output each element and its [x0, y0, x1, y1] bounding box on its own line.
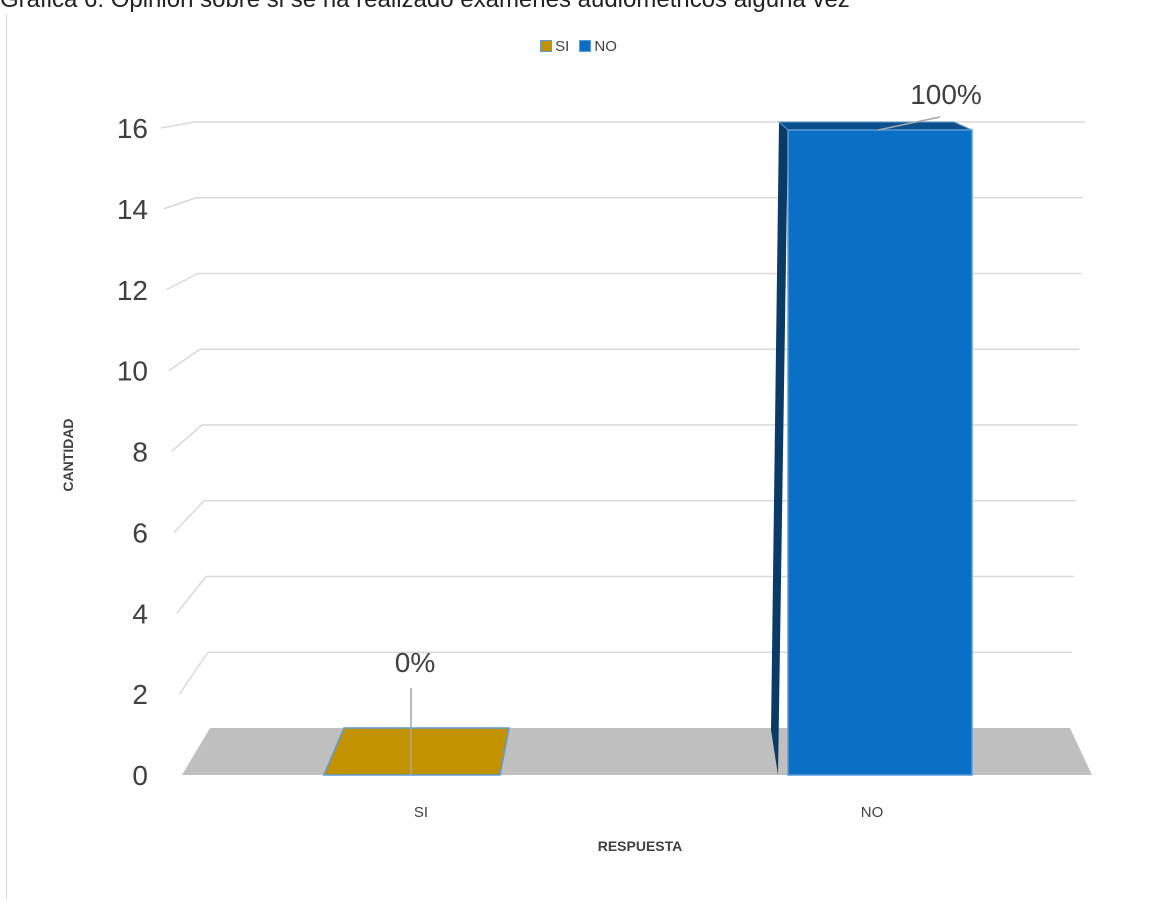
gridline-side — [178, 651, 209, 695]
bar-si — [322, 727, 510, 776]
gridline-side — [171, 424, 203, 453]
gridline-side — [163, 197, 197, 210]
legend-swatch-si — [540, 40, 553, 52]
chart-frame — [6, 14, 1152, 899]
bar-side-no — [771, 122, 788, 775]
y-tick-label: 8 — [132, 437, 148, 468]
leader-line-no — [877, 116, 941, 131]
y-tick-label: 6 — [132, 517, 148, 548]
y-tick-label: 0 — [132, 760, 148, 791]
data-label-no: 100% — [910, 79, 982, 110]
legend-item-si: SI — [540, 38, 569, 55]
y-tick-label: 14 — [117, 194, 148, 225]
gridline-side — [160, 121, 195, 129]
y-axis-title: CANTIDAD — [60, 418, 76, 491]
legend-item-no: NO — [579, 38, 617, 55]
chart-title: Gráfica 6: Opinión sobre si se ha realiz… — [0, 0, 1157, 14]
y-tick-label: 4 — [132, 598, 148, 629]
bar-no — [787, 129, 973, 776]
x-tick-label-no: NO — [861, 804, 884, 821]
bar-top-no — [777, 121, 973, 131]
chart-legend: SI NO — [0, 38, 1157, 55]
gridline-side — [176, 576, 207, 614]
data-label-si: 0% — [395, 647, 435, 678]
y-tick-label: 16 — [117, 113, 148, 144]
gridline-side — [173, 500, 205, 533]
legend-swatch-no — [579, 40, 592, 52]
x-axis-title: RESPUESTA — [598, 838, 683, 854]
gridline-side — [165, 272, 199, 291]
x-tick-label-si: SI — [414, 804, 428, 821]
gridline-side — [168, 348, 201, 372]
legend-label-no: NO — [594, 38, 617, 55]
legend-label-si: SI — [555, 38, 570, 55]
y-tick-label: 2 — [132, 679, 148, 710]
y-tick-label: 12 — [117, 275, 148, 306]
y-tick-label: 10 — [117, 356, 148, 387]
